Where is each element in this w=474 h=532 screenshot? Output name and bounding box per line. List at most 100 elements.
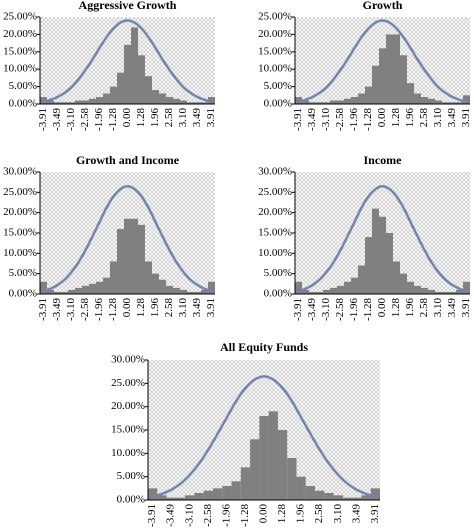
normal-curve <box>298 19 467 104</box>
bar <box>277 430 288 500</box>
y-tick-label: 20.00% <box>258 206 292 218</box>
x-tick-label: 2.58 <box>418 108 430 128</box>
x-tick-label: 3.91 <box>460 108 472 127</box>
bar <box>110 261 117 294</box>
bar <box>138 224 145 294</box>
x-tick-label: -2.58 <box>79 108 91 131</box>
x-tick-label: 1.28 <box>135 298 147 318</box>
x-tick-label: 3.10 <box>432 108 444 128</box>
y-tick-label: 5.00% <box>9 267 37 279</box>
bar <box>152 90 159 104</box>
y-tick-label: 15.00% <box>111 424 145 436</box>
panel: All Equity Funds 0.00% 5.00% 10.00% 15.00% 20… <box>111 340 381 527</box>
chart-title: All Equity Funds <box>220 340 308 354</box>
bar <box>231 481 241 500</box>
bar <box>372 65 379 104</box>
panel: Growth 0.00% 5.00% 10.00% 15.00% 20.00% 25.00%… <box>258 0 472 131</box>
bar <box>365 86 372 104</box>
x-tick-label: 3.49 <box>191 298 203 318</box>
bar <box>330 287 337 294</box>
x-tick-label: -1.96 <box>93 108 105 131</box>
bar <box>194 493 204 500</box>
bar <box>201 102 208 104</box>
x-tick-label: 3.10 <box>177 298 189 318</box>
x-tick-label: -2.58 <box>79 298 91 321</box>
bar <box>428 98 435 104</box>
panel: Growth and Income 0.00% 5.00% 10.00% 15.00% 2… <box>3 153 217 321</box>
x-tick-label: 3.49 <box>350 504 362 524</box>
x-tick-label: 2.58 <box>313 504 325 524</box>
bar <box>61 102 68 104</box>
x-tick-label: 3.10 <box>177 108 189 128</box>
bar <box>365 237 372 294</box>
x-tick-label: 0.00 <box>121 298 133 318</box>
bar <box>428 289 435 294</box>
bar <box>103 93 110 104</box>
bar <box>302 100 309 104</box>
normal-curve <box>43 184 212 293</box>
bar <box>40 281 47 294</box>
x-tick-label: -1.96 <box>93 298 105 321</box>
bar <box>435 291 442 294</box>
x-tick-label: 0.00 <box>121 108 133 128</box>
bar <box>309 291 316 294</box>
bar <box>180 100 187 104</box>
x-tick-label: -1.28 <box>239 504 251 527</box>
bar <box>89 283 96 294</box>
bar <box>333 495 343 500</box>
bar <box>61 291 68 294</box>
x-tick-label: 0.00 <box>258 504 270 524</box>
bar <box>103 277 110 294</box>
bar <box>110 86 117 104</box>
bar <box>187 102 194 104</box>
bar <box>407 281 414 294</box>
bar <box>194 291 201 294</box>
bar <box>175 497 186 500</box>
bar <box>187 291 194 294</box>
y-tick-label: 0.00% <box>9 288 37 300</box>
bar <box>435 100 442 104</box>
bar <box>295 281 302 294</box>
bar <box>173 287 180 294</box>
bar <box>296 476 306 500</box>
x-tick-label: -3.49 <box>51 108 63 131</box>
bar <box>421 287 428 294</box>
bar <box>145 261 152 294</box>
bar <box>212 488 223 500</box>
x-tick-label: 3.91 <box>369 504 381 523</box>
x-tick-label: 3.49 <box>446 298 458 318</box>
bar <box>351 277 358 294</box>
bar <box>47 289 54 294</box>
bar <box>305 486 316 500</box>
x-tick-label: -1.96 <box>348 108 360 131</box>
bar <box>330 100 337 104</box>
bar <box>361 495 371 500</box>
bar <box>250 439 260 500</box>
x-tick-label: -3.91 <box>292 108 304 131</box>
x-tick-label: 3.49 <box>191 108 203 128</box>
x-tick-label: 3.91 <box>205 298 217 317</box>
x-tick-label: -1.96 <box>220 504 232 527</box>
bar <box>309 102 316 104</box>
bar <box>75 287 82 294</box>
x-tick-label: -2.58 <box>334 108 346 131</box>
x-tick-label: 1.28 <box>135 108 147 128</box>
x-tick-label: 3.91 <box>205 108 217 127</box>
bar <box>138 55 145 104</box>
bar <box>442 291 449 294</box>
y-tick-label: 15.00% <box>258 45 292 57</box>
bar <box>414 285 421 294</box>
y-tick-label: 5.00% <box>117 470 145 482</box>
normal-curve <box>298 184 467 293</box>
bar <box>194 102 201 104</box>
bar <box>379 216 386 294</box>
x-tick-label: 3.91 <box>460 298 472 317</box>
bar <box>358 265 365 294</box>
bar <box>259 416 269 500</box>
x-tick-label: -2.58 <box>334 298 346 321</box>
y-tick-label: 30.00% <box>3 166 37 178</box>
bar <box>407 83 414 104</box>
y-tick-label: 25.00% <box>3 11 37 23</box>
bar <box>89 98 96 104</box>
x-tick-label: 0.00 <box>376 108 388 128</box>
